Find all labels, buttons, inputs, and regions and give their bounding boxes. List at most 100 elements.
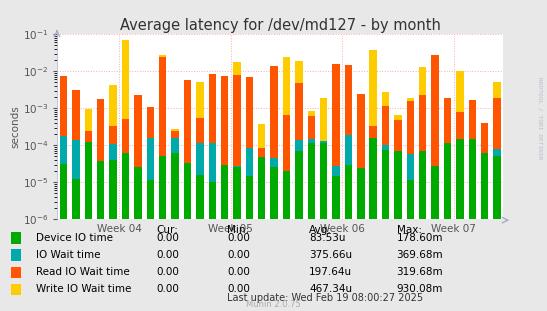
Text: Munin 2.0.75: Munin 2.0.75 [246,300,301,309]
Bar [444,98,451,311]
Bar [295,83,302,311]
Bar [333,176,340,311]
Bar [196,118,203,311]
Bar [432,107,439,311]
Bar [159,57,166,311]
Bar [406,101,414,311]
Bar [295,151,302,311]
Bar [196,82,203,311]
Bar [159,173,166,311]
Bar [456,71,464,311]
Text: 0.00: 0.00 [156,233,179,243]
Bar [369,170,377,311]
Bar [221,76,228,311]
Bar [295,61,302,311]
Bar [134,167,142,311]
Bar [60,136,67,311]
Bar [493,82,501,311]
Bar [159,55,166,311]
Bar [320,142,328,311]
Bar [159,156,166,311]
Bar [97,168,104,311]
Bar [357,94,364,311]
Text: 369.68m: 369.68m [397,250,443,260]
Bar [97,100,104,311]
Bar [320,143,328,311]
Bar [270,167,278,311]
Bar [60,164,67,311]
Bar [444,143,451,311]
Bar [134,126,142,311]
Bar [382,106,389,311]
Bar [357,168,364,311]
Bar [469,139,476,311]
Bar [60,76,67,311]
Bar [147,180,154,311]
Bar [246,78,253,311]
Bar [406,154,414,311]
Bar [444,155,451,311]
Bar [333,91,340,311]
Bar [307,111,315,311]
Bar [406,180,414,311]
Text: 197.64u: 197.64u [309,267,352,277]
Bar [184,169,191,311]
Text: Avg:: Avg: [309,225,332,235]
Bar [208,182,216,311]
Bar [456,139,464,311]
Bar [221,165,228,311]
Bar [208,84,216,311]
Bar [456,112,464,311]
Bar [109,144,117,311]
Bar [97,161,104,311]
Text: 0.00: 0.00 [227,250,250,260]
Bar [85,131,92,311]
Bar [333,166,340,311]
Text: Max:: Max: [397,225,422,235]
Bar [221,176,228,311]
Bar [147,109,154,311]
Text: 467.34u: 467.34u [309,284,352,294]
Bar [72,140,80,311]
Text: Write IO Wait time: Write IO Wait time [36,284,131,294]
Text: Last update: Wed Feb 19 08:00:27 2025: Last update: Wed Feb 19 08:00:27 2025 [227,293,423,303]
Bar [221,101,228,311]
Bar [320,141,328,311]
Bar [345,165,352,311]
Bar [270,66,278,311]
Text: Device IO time: Device IO time [36,233,113,243]
Bar [97,112,104,311]
Bar [369,138,377,311]
Text: RRDTOOL / TOBI OETIKER: RRDTOOL / TOBI OETIKER [538,77,543,160]
Bar [493,149,501,311]
Bar [270,90,278,311]
Bar [469,100,476,311]
Bar [283,115,290,311]
Bar [469,103,476,311]
Bar [208,143,216,311]
Text: 83.53u: 83.53u [309,233,346,243]
Bar [109,85,117,311]
Bar [432,165,439,311]
Bar [345,66,352,311]
Bar [456,151,464,311]
Bar [481,147,488,311]
Bar [419,67,427,311]
Y-axis label: seconds: seconds [10,105,20,148]
Bar [283,171,290,311]
Bar [394,151,401,311]
Bar [60,115,67,311]
Bar [258,157,265,311]
Bar [171,131,179,311]
Bar [258,161,265,311]
Bar [270,157,278,311]
Bar [369,126,377,311]
Bar [283,57,290,311]
Bar [394,120,401,311]
Bar [208,74,216,311]
Bar [333,64,340,311]
Bar [394,156,401,311]
Text: 178.60m: 178.60m [397,233,443,243]
Text: Read IO Wait time: Read IO Wait time [36,267,129,277]
Bar [184,80,191,311]
